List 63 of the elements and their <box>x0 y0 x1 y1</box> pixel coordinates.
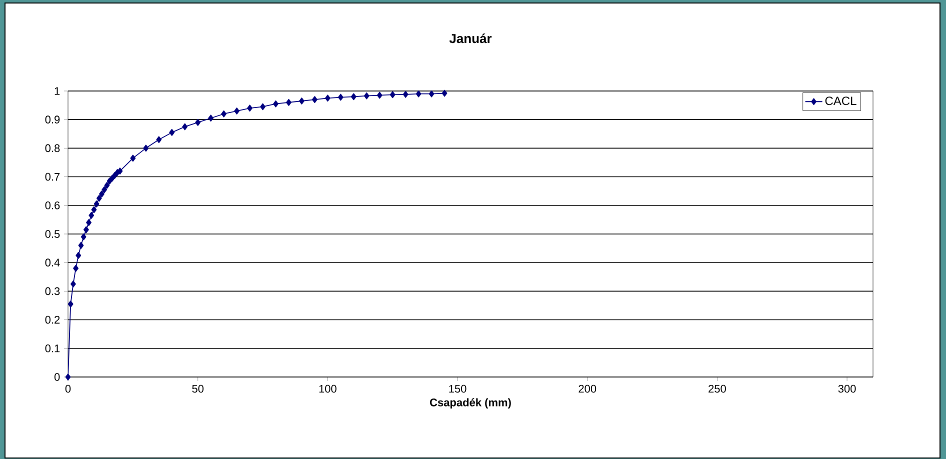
x-axis-title: Csapadék (mm) <box>430 398 511 409</box>
point <box>260 103 266 110</box>
y-tick-label: 0.7 <box>45 172 60 181</box>
point <box>338 94 344 101</box>
point <box>286 98 292 106</box>
point <box>91 206 97 214</box>
x-tick-label: 100 <box>319 384 336 393</box>
y-tick-label: 0.5 <box>45 230 60 238</box>
point <box>99 190 104 198</box>
point <box>117 168 123 175</box>
point <box>428 90 434 98</box>
point <box>247 104 252 112</box>
point <box>299 98 304 104</box>
point <box>88 212 94 219</box>
point <box>68 300 74 308</box>
x-tick-label: 0 <box>65 384 71 393</box>
y-tick-label: 0.9 <box>45 116 60 124</box>
point <box>80 233 86 240</box>
x-tick-label: 200 <box>578 384 596 393</box>
point <box>94 200 100 208</box>
x-tick-label: 300 <box>838 384 856 393</box>
point <box>104 182 110 189</box>
point <box>83 226 89 234</box>
point <box>182 123 188 130</box>
point <box>234 108 240 114</box>
point <box>130 154 136 162</box>
point <box>86 219 92 226</box>
point <box>65 374 71 380</box>
point <box>169 129 175 136</box>
chart-title: Január <box>449 33 492 44</box>
point <box>324 94 330 102</box>
y-tick-label: 0.2 <box>45 316 60 324</box>
point <box>78 242 84 249</box>
y-tick-label: 0 <box>54 373 60 381</box>
point <box>96 194 102 202</box>
y-tick-label: 0.3 <box>45 287 60 296</box>
point <box>376 92 382 99</box>
point <box>402 90 408 98</box>
legend-label: CACL <box>825 96 856 106</box>
point <box>390 91 396 98</box>
point <box>221 110 227 118</box>
point <box>76 252 82 259</box>
point <box>70 280 76 288</box>
point <box>208 114 214 122</box>
point <box>102 186 108 194</box>
y-tick-label: 1 <box>54 87 60 95</box>
y-tick-label: 0.6 <box>45 201 60 210</box>
point <box>364 92 370 100</box>
point <box>442 90 448 97</box>
point <box>143 144 149 152</box>
y-tick-label: 0.1 <box>45 344 60 352</box>
point <box>273 100 278 108</box>
x-tick-label: 250 <box>708 384 726 393</box>
y-tick-label: 0.4 <box>45 258 60 266</box>
point <box>195 118 201 126</box>
x-tick-label: 50 <box>192 384 204 393</box>
point <box>416 90 422 98</box>
point <box>73 264 79 272</box>
point <box>156 136 162 144</box>
y-tick-label: 0.8 <box>45 144 60 152</box>
x-tick-label: 150 <box>449 384 466 393</box>
point <box>312 96 318 104</box>
point <box>350 93 356 100</box>
